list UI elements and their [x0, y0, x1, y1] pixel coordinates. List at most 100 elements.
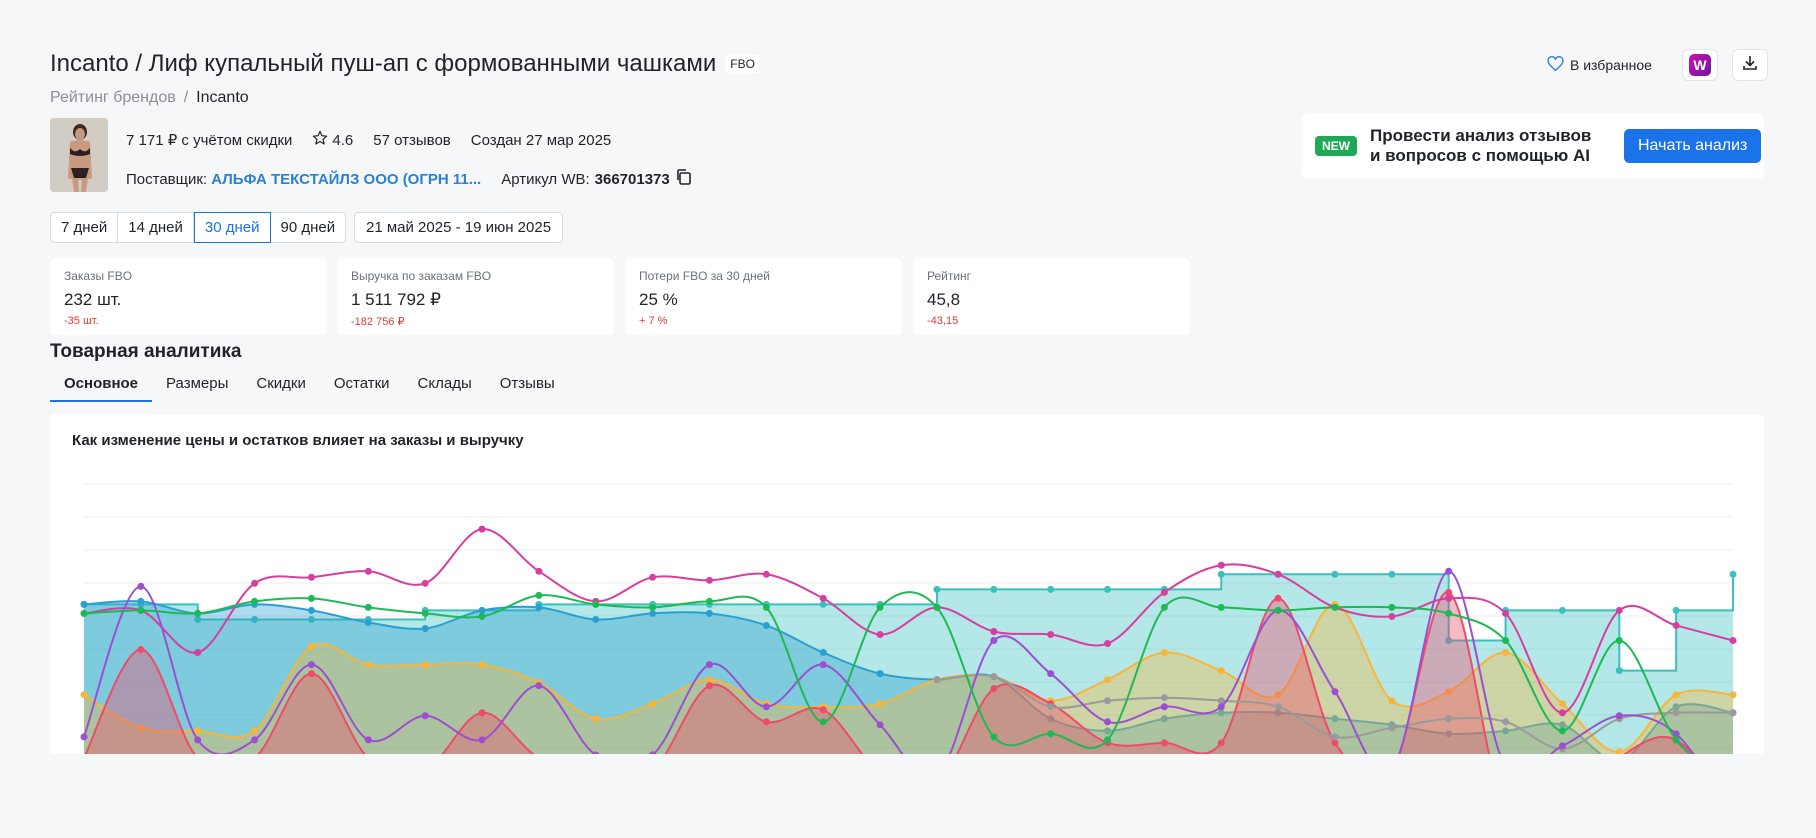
- data-point[interactable]: [251, 597, 259, 605]
- data-point[interactable]: [364, 603, 372, 611]
- data-point[interactable]: [1445, 567, 1453, 575]
- data-point[interactable]: [819, 649, 827, 657]
- data-point[interactable]: [194, 615, 202, 623]
- data-point[interactable]: [1274, 570, 1282, 578]
- data-point[interactable]: [421, 579, 429, 587]
- tab-sizes[interactable]: Размеры: [166, 375, 229, 392]
- data-point[interactable]: [990, 585, 998, 593]
- data-point[interactable]: [1388, 697, 1396, 705]
- data-point[interactable]: [478, 525, 486, 533]
- data-point[interactable]: [364, 661, 372, 669]
- data-point[interactable]: [1502, 609, 1510, 617]
- data-point[interactable]: [1615, 667, 1623, 675]
- data-point[interactable]: [705, 576, 713, 584]
- data-point[interactable]: [819, 594, 827, 602]
- data-point[interactable]: [194, 649, 202, 657]
- data-point[interactable]: [990, 673, 998, 681]
- reviews-count[interactable]: 57 отзывов: [373, 131, 451, 149]
- data-point[interactable]: [1502, 718, 1510, 726]
- data-point[interactable]: [1672, 691, 1680, 699]
- data-point[interactable]: [762, 703, 770, 711]
- data-point[interactable]: [1672, 606, 1680, 614]
- data-point[interactable]: [137, 646, 145, 654]
- data-point[interactable]: [307, 670, 315, 678]
- data-point[interactable]: [251, 736, 259, 744]
- data-point[interactable]: [478, 709, 486, 717]
- data-point[interactable]: [1217, 709, 1225, 717]
- data-point[interactable]: [80, 733, 88, 741]
- data-point[interactable]: [535, 603, 543, 611]
- data-point[interactable]: [1729, 637, 1737, 645]
- tab-discounts[interactable]: Скидки: [256, 375, 306, 392]
- period-90-days[interactable]: 90 дней: [280, 219, 336, 236]
- data-point[interactable]: [1558, 727, 1566, 735]
- data-point[interactable]: [535, 591, 543, 599]
- data-point[interactable]: [137, 606, 145, 614]
- data-point[interactable]: [876, 670, 884, 678]
- data-point[interactable]: [1274, 691, 1282, 699]
- data-point[interactable]: [1558, 742, 1566, 750]
- data-point[interactable]: [1217, 697, 1225, 705]
- data-point[interactable]: [1217, 667, 1225, 675]
- data-point[interactable]: [307, 594, 315, 602]
- data-point[interactable]: [1160, 715, 1168, 723]
- data-point[interactable]: [819, 661, 827, 669]
- period-14-days[interactable]: 14 дней: [118, 213, 194, 242]
- tab-reviews[interactable]: Отзывы: [499, 375, 555, 392]
- data-point[interactable]: [1672, 730, 1680, 738]
- data-point[interactable]: [933, 676, 941, 684]
- data-point[interactable]: [762, 621, 770, 629]
- data-point[interactable]: [1729, 691, 1737, 699]
- data-point[interactable]: [990, 733, 998, 741]
- data-point[interactable]: [1274, 703, 1282, 711]
- data-point[interactable]: [876, 631, 884, 638]
- data-point[interactable]: [705, 676, 713, 684]
- data-point[interactable]: [1160, 603, 1168, 611]
- data-point[interactable]: [1388, 724, 1396, 732]
- data-point[interactable]: [1558, 606, 1566, 614]
- analytics-chart[interactable]: [50, 414, 1764, 754]
- data-point[interactable]: [307, 643, 315, 651]
- data-point[interactable]: [1672, 621, 1680, 629]
- data-point[interactable]: [1445, 588, 1453, 596]
- data-point[interactable]: [649, 573, 657, 581]
- data-point[interactable]: [421, 609, 429, 617]
- data-point[interactable]: [1445, 637, 1453, 645]
- data-point[interactable]: [1104, 736, 1112, 744]
- date-range-picker[interactable]: 21 май 2025 - 19 июн 2025: [354, 212, 564, 243]
- product-image[interactable]: [50, 118, 108, 192]
- data-point[interactable]: [592, 751, 600, 754]
- data-point[interactable]: [1502, 727, 1510, 735]
- breadcrumb-root[interactable]: Рейтинг брендов: [50, 89, 176, 106]
- data-point[interactable]: [1331, 733, 1339, 741]
- data-point[interactable]: [1388, 603, 1396, 611]
- data-point[interactable]: [478, 612, 486, 620]
- data-point[interactable]: [80, 609, 88, 617]
- series-line-7[interactable]: [83, 591, 1733, 754]
- data-point[interactable]: [592, 600, 600, 608]
- tab-warehouses[interactable]: Склады: [417, 375, 472, 392]
- data-point[interactable]: [1160, 703, 1168, 711]
- data-point[interactable]: [1445, 715, 1453, 723]
- data-point[interactable]: [1615, 637, 1623, 645]
- data-point[interactable]: [421, 661, 429, 669]
- data-point[interactable]: [762, 718, 770, 726]
- data-point[interactable]: [1274, 709, 1282, 717]
- data-point[interactable]: [1160, 694, 1168, 702]
- data-point[interactable]: [762, 570, 770, 578]
- data-point[interactable]: [1331, 739, 1339, 747]
- data-point[interactable]: [1160, 739, 1168, 747]
- data-point[interactable]: [1047, 631, 1055, 638]
- data-point[interactable]: [535, 567, 543, 575]
- series-line-3[interactable]: [84, 591, 1733, 754]
- data-point[interactable]: [1672, 709, 1680, 717]
- data-point[interactable]: [251, 615, 259, 623]
- data-point[interactable]: [1331, 688, 1339, 696]
- period-30-days[interactable]: 30 дней: [193, 212, 271, 243]
- data-point[interactable]: [705, 597, 713, 605]
- data-point[interactable]: [1615, 712, 1623, 720]
- data-point[interactable]: [1104, 640, 1112, 648]
- data-point[interactable]: [307, 573, 315, 581]
- data-point[interactable]: [80, 600, 88, 608]
- data-point[interactable]: [1331, 715, 1339, 723]
